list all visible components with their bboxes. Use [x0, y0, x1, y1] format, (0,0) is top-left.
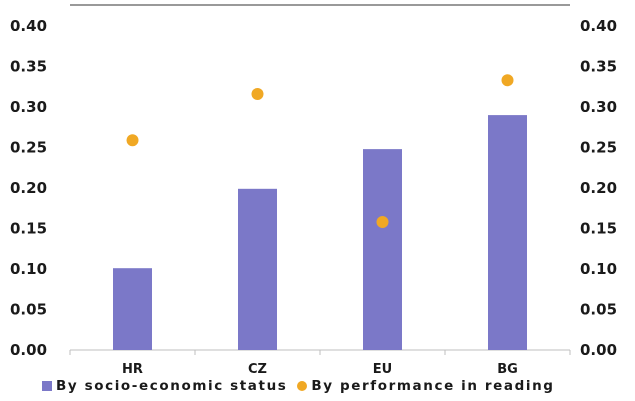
dot-series: [126, 74, 514, 229]
x-tick-label: HR: [122, 362, 143, 377]
legend-item-dot: By performance in reading: [297, 378, 554, 394]
y-tick-label-left: 0.30: [10, 98, 47, 116]
y-tick-label-left: 0.35: [10, 58, 47, 76]
y-tick-label-right: 0.40: [580, 17, 617, 35]
bar: [113, 268, 152, 350]
x-tick-label: BG: [497, 362, 518, 377]
legend-label-dot: By performance in reading: [311, 378, 555, 394]
data-point: [501, 74, 514, 87]
y-tick-label-right: 0.20: [580, 179, 617, 197]
legend: By socio-economic status By performance …: [42, 378, 565, 394]
x-tick-label: EU: [373, 362, 392, 377]
bar: [238, 188, 277, 350]
bar-series: [113, 115, 527, 350]
y-tick-label-left: 0.40: [10, 17, 47, 35]
y-tick-label-right: 0.35: [580, 58, 617, 76]
legend-dot-swatch: [297, 381, 308, 391]
bar: [488, 115, 527, 350]
y-tick-label-left: 0.05: [10, 301, 47, 319]
data-point: [126, 134, 139, 147]
x-axis-ticks: [69, 350, 571, 355]
y-tick-label-right: 0.15: [580, 220, 617, 238]
bar: [363, 149, 402, 350]
y-tick-label-right: 0.00: [580, 341, 617, 359]
y-tick-label-right: 0.10: [580, 260, 617, 278]
x-axis-labels: HR CZ EU BG: [122, 362, 518, 377]
y-tick-label-left: 0.10: [10, 260, 47, 278]
right-axis: 0.00 0.05 0.10 0.15 0.20 0.25 0.30 0.35 0.40: [580, 17, 617, 359]
legend-label-bar: By socio-economic status: [56, 378, 288, 394]
data-point: [376, 216, 389, 229]
legend-item-bar: By socio-economic status: [42, 378, 287, 394]
data-point: [251, 88, 264, 101]
left-axis: 0.00 0.05 0.10 0.15 0.20 0.25 0.30 0.35 0.40: [10, 17, 47, 359]
legend-bar-swatch: [42, 381, 52, 391]
y-tick-label-left: 0.20: [10, 179, 47, 197]
y-tick-label-right: 0.30: [580, 98, 617, 116]
y-tick-label-left: 0.00: [10, 341, 47, 359]
y-tick-label-right: 0.25: [580, 139, 617, 157]
y-tick-label-right: 0.05: [580, 301, 617, 319]
y-tick-label-left: 0.15: [10, 220, 47, 238]
x-tick-label: CZ: [248, 362, 267, 377]
y-tick-label-left: 0.25: [10, 139, 47, 157]
